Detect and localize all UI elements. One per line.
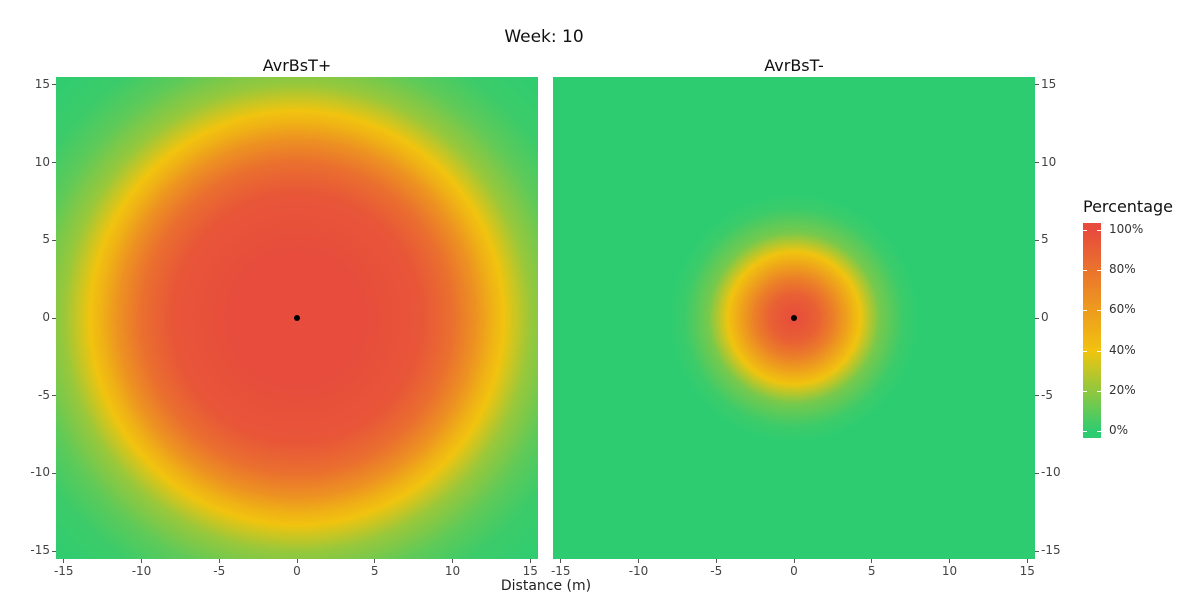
x-tick-label: -10 [628,564,649,578]
legend-label: 20% [1109,382,1136,397]
x-tick-label: 0 [293,564,301,578]
legend-tick [1097,310,1101,312]
y-tick-mark-right [1035,472,1039,474]
y-tick-label-right: 5 [1041,232,1049,247]
legend-label: 0% [1109,423,1129,437]
x-tick-label: -5 [213,564,226,578]
x-tick-label: 10 [941,564,958,578]
y-tick-label-left: -15 [30,543,50,558]
y-tick-label-left: 15 [34,76,50,91]
legend-title: Percentage [1083,197,1174,216]
legend-tick [1083,230,1087,231]
legend-label: 60% [1109,302,1136,317]
legend-label: 100% [1109,222,1144,236]
y-tick-mark-left [52,395,56,397]
y-tick-mark-left [52,84,56,86]
legend-tick [1083,431,1087,432]
y-tick-label-left: 0 [42,310,50,324]
x-tick-label: -15 [550,564,571,578]
y-tick-label-left: 5 [42,232,50,247]
y-tick-label-left: 10 [34,154,50,169]
legend-colorbar [1083,223,1101,438]
heatmap-panel-avrbst-plus [56,77,538,559]
y-tick-label-right: 15 [1041,76,1057,91]
x-tick-label: 15 [1019,564,1035,578]
x-tick-mark [141,559,143,563]
x-tick-mark [871,559,873,563]
center-point-marker [791,315,797,321]
legend-tick [1083,270,1087,272]
y-tick-mark-right [1035,395,1039,397]
x-tick-mark [638,559,640,563]
y-tick-mark-right [1035,162,1039,164]
legend-tick [1083,310,1087,312]
x-tick-label: 10 [444,564,461,578]
legend: Percentage 100% 80% 60% 40% 20% 0% [1083,197,1193,457]
y-tick-mark-right [1035,84,1039,86]
x-tick-mark [451,559,453,563]
y-tick-mark-right [1035,550,1039,552]
legend-tick [1097,270,1101,272]
y-tick-label-right: -5 [1041,387,1053,402]
legend-tick [1083,390,1087,392]
legend-tick [1097,350,1101,352]
legend-tick [1097,431,1101,432]
y-tick-label-right: -15 [1041,543,1061,558]
x-tick-mark [529,559,531,563]
x-tick-label: -5 [710,564,723,578]
x-tick-mark [715,559,717,563]
y-tick-mark-left [52,550,56,552]
facet-title-avrbst-plus: AvrBsT+ [262,56,332,75]
y-tick-mark-right [1035,317,1039,319]
facet-title-avrbst-minus: AvrBsT- [764,56,824,75]
x-tick-mark [793,559,795,563]
x-tick-label: 15 [522,564,538,578]
x-tick-mark [374,559,376,563]
legend-tick [1083,350,1087,352]
legend-tick [1097,390,1101,392]
x-tick-label: 5 [867,564,876,578]
y-tick-mark-left [52,317,56,319]
legend-tick [1097,230,1101,231]
y-tick-label-right: 0 [1041,310,1049,324]
x-tick-label: -10 [131,564,152,578]
x-tick-mark [296,559,298,563]
heatmap-panel-avrbst-minus [553,77,1035,559]
y-tick-mark-right [1035,239,1039,241]
x-tick-mark [560,559,562,563]
chart-title: Week: 10 [504,27,584,47]
x-tick-mark [1026,559,1028,563]
center-point-marker [294,315,300,321]
y-tick-label-right: -10 [1041,465,1061,480]
y-tick-mark-left [52,472,56,474]
x-tick-label: 5 [370,564,379,578]
legend-label: 80% [1109,262,1136,277]
x-tick-mark [218,559,220,563]
x-tick-mark [948,559,950,563]
y-tick-mark-left [52,162,56,164]
x-axis-label: Distance (m) [500,578,592,594]
legend-label: 40% [1109,342,1136,357]
x-tick-label: -15 [53,564,74,578]
x-tick-label: 0 [790,564,798,578]
y-tick-label-right: 10 [1041,154,1057,169]
x-tick-mark [63,559,65,563]
y-tick-label-left: -10 [30,465,50,480]
y-tick-label-left: -5 [38,387,50,402]
y-tick-mark-left [52,239,56,241]
